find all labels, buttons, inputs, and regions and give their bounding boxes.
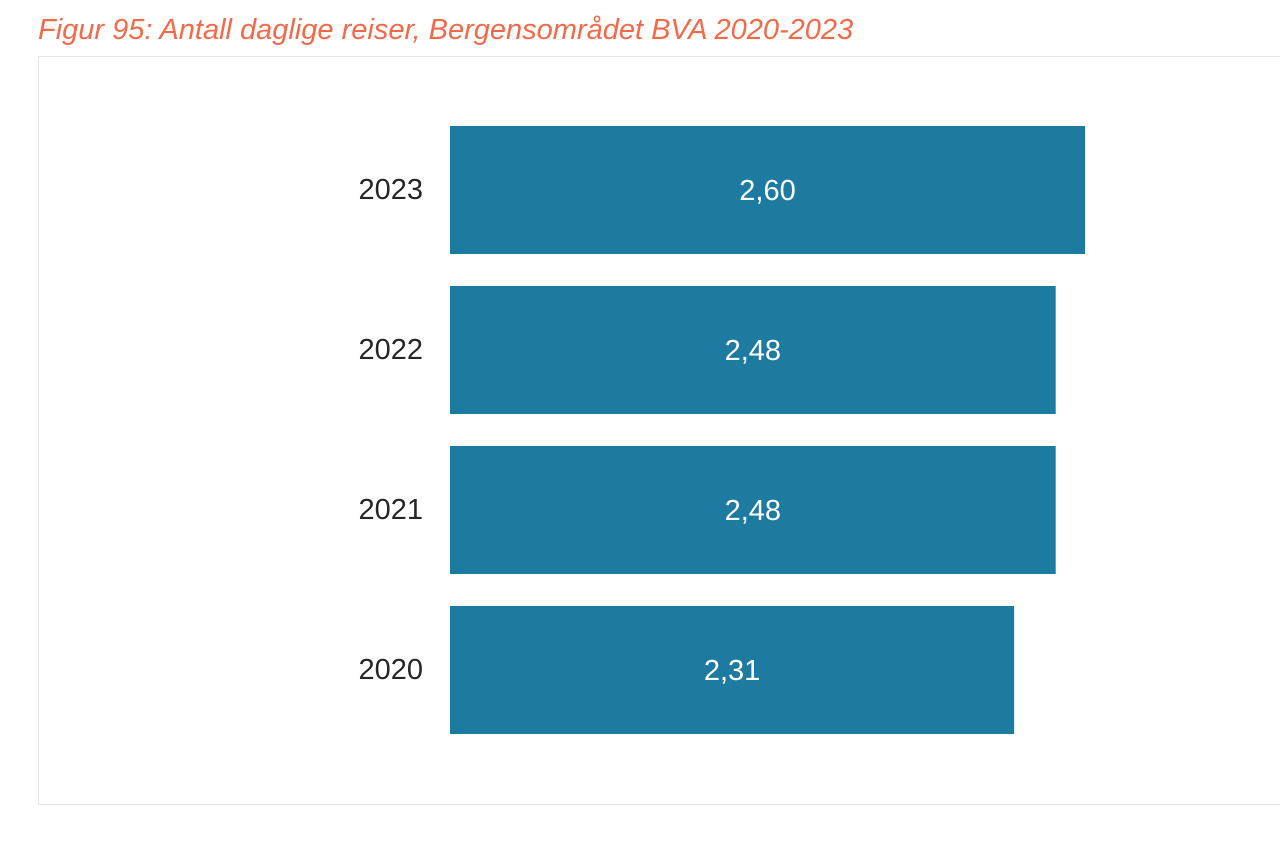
bar-2020 bbox=[450, 606, 1015, 734]
bar-2023 bbox=[450, 126, 1085, 254]
value-label-2021: 2,48 bbox=[725, 495, 781, 527]
category-label-2023: 2023 bbox=[358, 174, 423, 206]
category-label-2021: 2021 bbox=[358, 494, 423, 526]
bar-2021 bbox=[450, 446, 1056, 574]
value-label-2023: 2,60 bbox=[739, 175, 795, 207]
value-label-2022: 2,48 bbox=[725, 335, 781, 367]
bar-2022 bbox=[450, 286, 1056, 414]
value-label-2020: 2,31 bbox=[704, 655, 760, 687]
figure-caption: Figur 95: Antall daglige reiser, Bergens… bbox=[38, 14, 854, 46]
category-label-2022: 2022 bbox=[358, 334, 423, 366]
category-label-2020: 2020 bbox=[358, 654, 423, 686]
